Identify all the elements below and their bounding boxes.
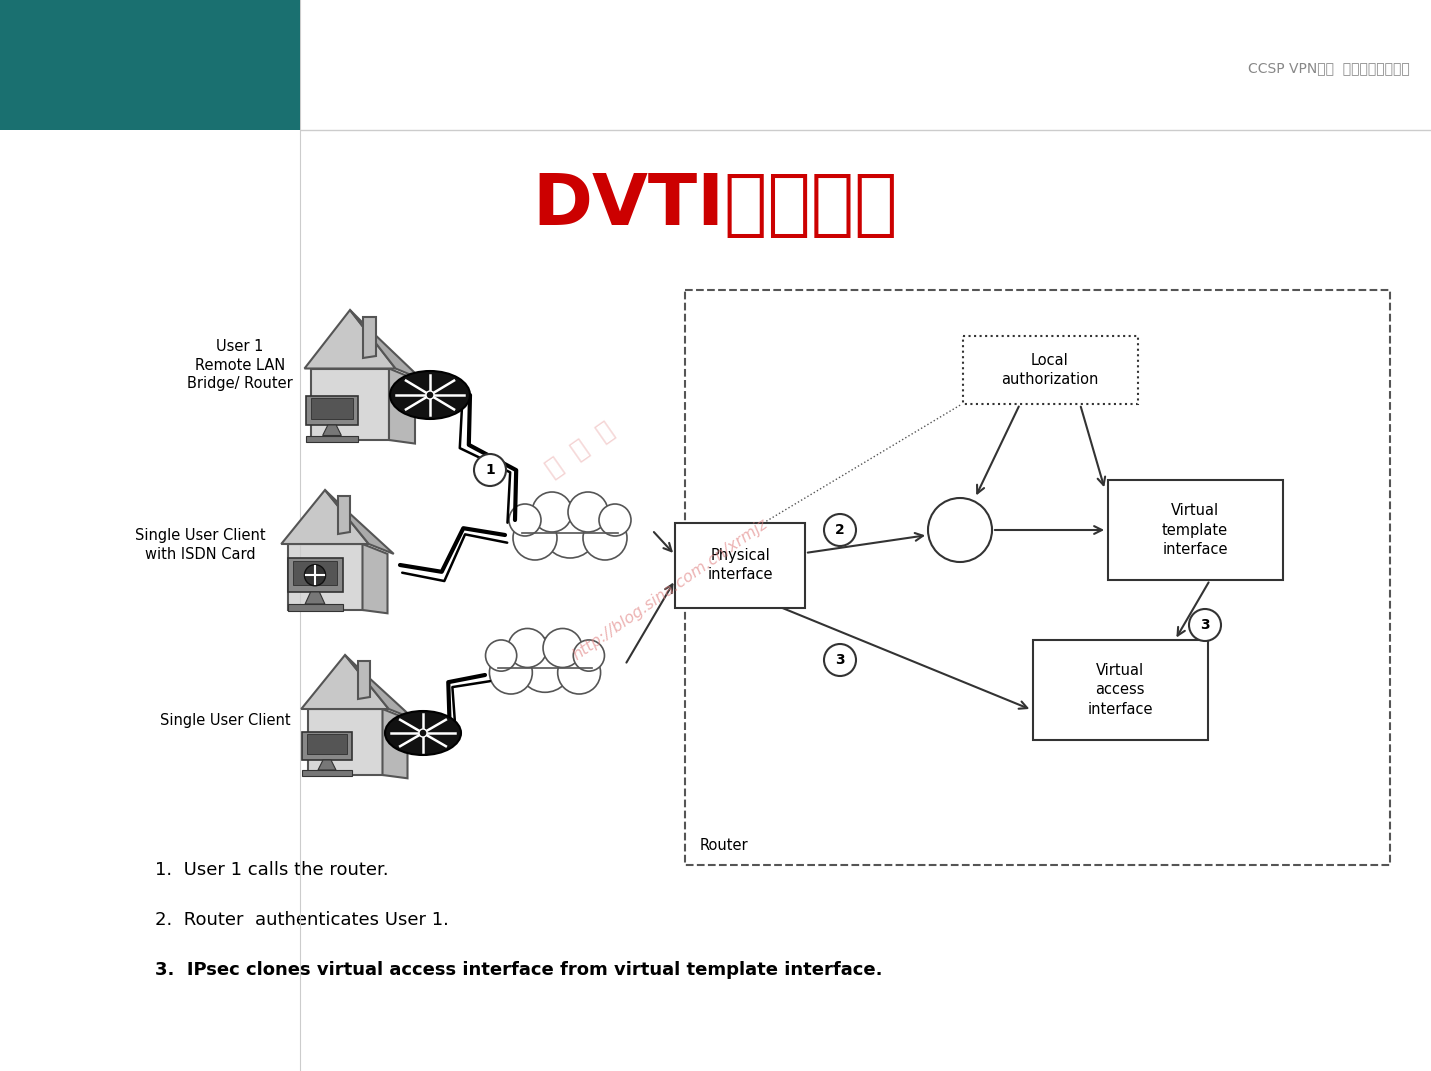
Text: http://blog.sina.com.cn/xrmjz: http://blog.sina.com.cn/xrmjz — [570, 516, 770, 663]
Text: auth: auth — [943, 523, 977, 538]
FancyBboxPatch shape — [675, 523, 806, 607]
Text: DSL: DSL — [529, 658, 560, 673]
Circle shape — [512, 516, 557, 560]
Text: Single User Client: Single User Client — [160, 712, 290, 727]
Polygon shape — [338, 496, 351, 534]
Text: User 1
Remote LAN
Bridge/ Router: User 1 Remote LAN Bridge/ Router — [187, 338, 293, 391]
Text: Physical
interface: Physical interface — [707, 548, 773, 583]
Text: Single User Client
with ISDN Card: Single User Client with ISDN Card — [135, 528, 265, 562]
FancyBboxPatch shape — [311, 397, 353, 419]
Circle shape — [574, 640, 604, 672]
FancyBboxPatch shape — [308, 734, 346, 754]
Text: Local
authorization: Local authorization — [1002, 353, 1099, 387]
Polygon shape — [345, 655, 414, 719]
Text: Router: Router — [700, 838, 748, 853]
FancyBboxPatch shape — [306, 436, 358, 442]
Ellipse shape — [385, 711, 461, 755]
Text: 3.  IPsec clones virtual access interface from virtual template interface.: 3. IPsec clones virtual access interface… — [155, 961, 883, 979]
Text: Virtual
template
interface: Virtual template interface — [1162, 503, 1228, 557]
Polygon shape — [305, 310, 395, 368]
Polygon shape — [288, 544, 362, 610]
Circle shape — [305, 564, 326, 586]
Text: 2: 2 — [836, 523, 844, 537]
Text: VPN实验: VPN实验 — [21, 56, 106, 80]
FancyBboxPatch shape — [293, 561, 336, 585]
Polygon shape — [389, 368, 415, 443]
Circle shape — [927, 498, 992, 562]
Polygon shape — [311, 368, 389, 440]
Polygon shape — [358, 661, 371, 699]
FancyBboxPatch shape — [302, 731, 352, 760]
FancyBboxPatch shape — [0, 0, 301, 130]
Text: DVTI工作过程: DVTI工作过程 — [532, 170, 897, 240]
Text: 1: 1 — [485, 463, 495, 477]
Polygon shape — [382, 709, 408, 779]
Circle shape — [426, 391, 434, 399]
FancyBboxPatch shape — [288, 604, 342, 612]
Circle shape — [509, 504, 541, 536]
Circle shape — [600, 504, 631, 536]
Text: ISDN: ISDN — [551, 523, 588, 538]
Text: 1.  User 1 calls the router.: 1. User 1 calls the router. — [155, 861, 389, 879]
Circle shape — [568, 492, 608, 532]
Circle shape — [824, 514, 856, 546]
Text: 3: 3 — [836, 653, 844, 667]
Text: Virtual
access
interface: Virtual access interface — [1088, 663, 1153, 716]
Text: 3: 3 — [1201, 618, 1209, 632]
Circle shape — [532, 492, 572, 532]
Circle shape — [518, 637, 572, 692]
Text: EzVPN: EzVPN — [21, 96, 79, 114]
Polygon shape — [302, 655, 389, 709]
Polygon shape — [362, 544, 388, 614]
Polygon shape — [322, 425, 342, 436]
Circle shape — [508, 629, 547, 667]
FancyBboxPatch shape — [498, 649, 592, 667]
Circle shape — [489, 651, 532, 694]
Polygon shape — [282, 491, 369, 544]
FancyBboxPatch shape — [288, 558, 342, 592]
Circle shape — [824, 644, 856, 676]
Circle shape — [582, 516, 627, 560]
Circle shape — [485, 640, 517, 672]
Text: 2.  Router  authenticates User 1.: 2. Router authenticates User 1. — [155, 911, 449, 929]
Text: 教  教  主: 教 教 主 — [541, 418, 618, 482]
FancyBboxPatch shape — [302, 770, 352, 776]
FancyBboxPatch shape — [963, 336, 1138, 404]
Polygon shape — [305, 592, 325, 604]
FancyBboxPatch shape — [1108, 480, 1282, 580]
Circle shape — [1189, 609, 1221, 642]
FancyBboxPatch shape — [1033, 640, 1208, 740]
Circle shape — [542, 502, 598, 558]
Circle shape — [474, 454, 507, 486]
Polygon shape — [325, 491, 394, 554]
Polygon shape — [351, 310, 422, 379]
FancyBboxPatch shape — [522, 513, 618, 532]
Polygon shape — [318, 760, 336, 770]
Polygon shape — [308, 709, 382, 775]
FancyBboxPatch shape — [306, 395, 358, 425]
Circle shape — [542, 629, 582, 667]
Polygon shape — [363, 317, 376, 358]
Circle shape — [419, 729, 426, 737]
Ellipse shape — [391, 371, 469, 419]
Text: CCSP VPN实验  现任明教教主出品: CCSP VPN实验 现任明教教主出品 — [1248, 61, 1410, 75]
Circle shape — [558, 651, 601, 694]
